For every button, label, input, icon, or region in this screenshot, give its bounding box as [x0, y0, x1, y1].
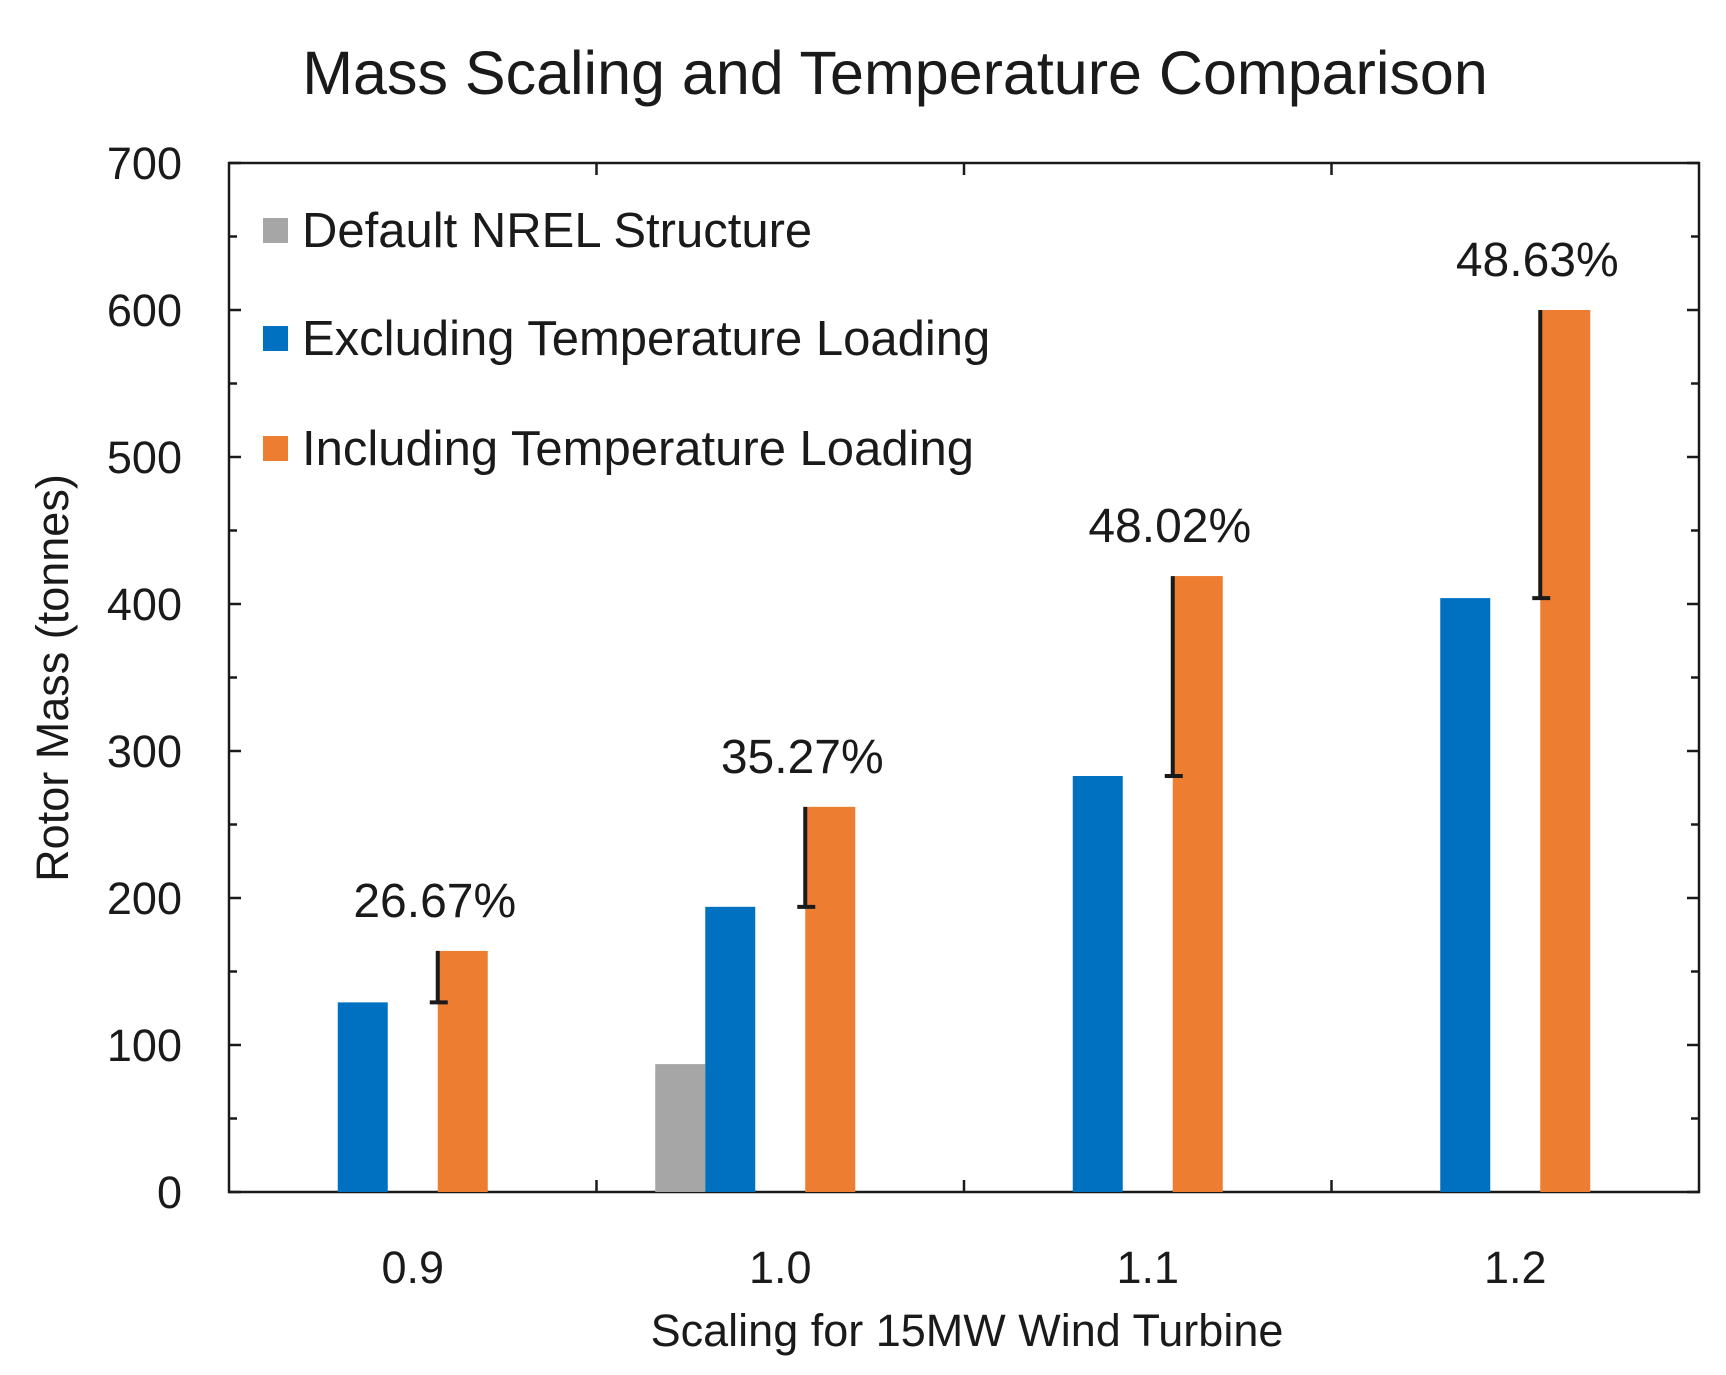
annotation-label: 48.63%: [1456, 234, 1619, 287]
annotation-label: 26.67%: [353, 875, 516, 928]
legend-label-excluding: Excluding Temperature Loading: [302, 312, 990, 366]
legend-swatch-excluding: [263, 326, 288, 351]
y-tick-label: 300: [107, 726, 182, 777]
y-tick-label: 200: [107, 873, 182, 924]
x-axis-tick-labels: 0.9 1.0 1.1 1.2: [381, 1242, 1546, 1293]
bar-default-nrel-structure: [655, 1064, 706, 1192]
y-tick-label: 600: [107, 285, 182, 336]
x-tick-label: 0.9: [381, 1242, 444, 1293]
bar-excluding-temperature-loading: [1440, 598, 1491, 1192]
y-tick-label: 0: [157, 1167, 182, 1218]
chart-title: Mass Scaling and Temperature Comparison: [302, 39, 1488, 107]
y-tick-label: 400: [107, 579, 182, 630]
x-tick-label: 1.2: [1484, 1242, 1547, 1293]
annotation-label: 48.02%: [1088, 500, 1251, 553]
annotation-label: 35.27%: [721, 731, 884, 784]
bar-including-temperature-loading: [437, 950, 488, 1192]
bars: [337, 310, 1591, 1192]
legend-label-including: Including Temperature Loading: [302, 422, 974, 476]
legend-swatch-default: [263, 218, 288, 243]
legend: Default NREL Structure Excluding Tempera…: [263, 204, 990, 476]
bar-including-temperature-loading: [1540, 310, 1591, 1192]
bar-excluding-temperature-loading: [1072, 775, 1123, 1192]
bar-including-temperature-loading: [1172, 576, 1223, 1192]
bar-excluding-temperature-loading: [337, 1002, 388, 1192]
y-axis-label: Rotor Mass (tonnes): [27, 474, 78, 882]
legend-swatch-including: [263, 436, 288, 461]
y-tick-label: 100: [107, 1020, 182, 1071]
y-axis-tick-labels: 0 100 200 300 400 500 600 700: [107, 138, 182, 1218]
axis-ticks: [229, 161, 1699, 1194]
y-tick-label: 500: [107, 432, 182, 483]
x-tick-label: 1.0: [749, 1242, 812, 1293]
annotations: 26.67% 35.27% 48.02% 48.63%: [353, 234, 1619, 1005]
x-axis-label: Scaling for 15MW Wind Turbine: [651, 1305, 1284, 1356]
legend-label-default: Default NREL Structure: [302, 204, 812, 258]
bar-excluding-temperature-loading: [705, 906, 756, 1192]
y-tick-label: 700: [107, 138, 182, 189]
bar-including-temperature-loading: [805, 806, 856, 1192]
x-tick-label: 1.1: [1116, 1242, 1179, 1293]
